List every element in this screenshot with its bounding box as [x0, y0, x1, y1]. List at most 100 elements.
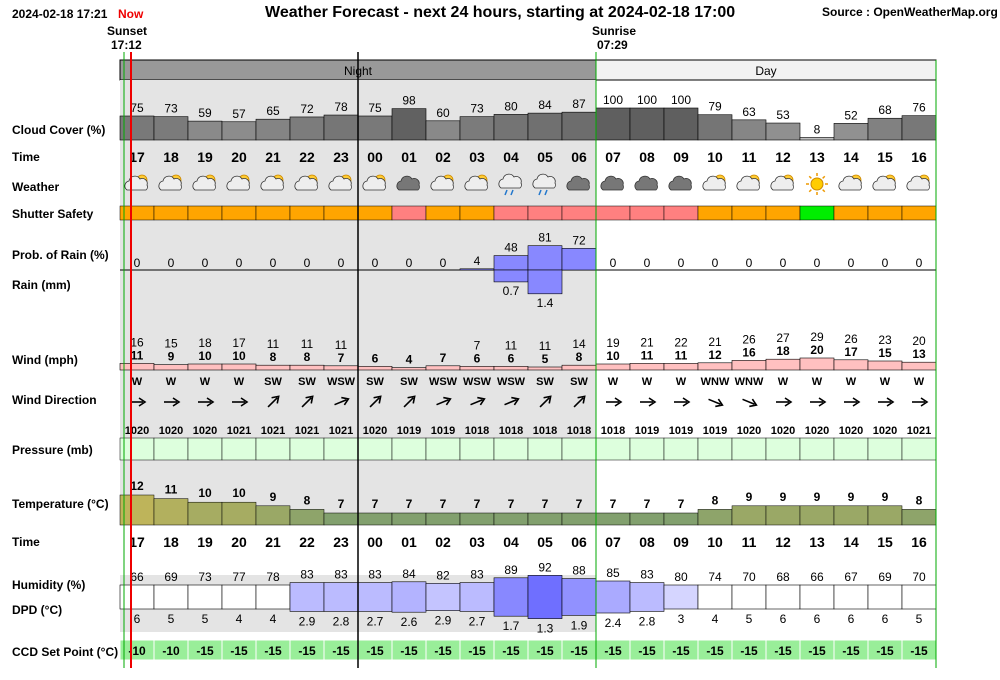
pressure-value: 1020: [737, 425, 761, 437]
sunrise-time: 07:29: [597, 38, 628, 52]
humidity-bar: [119, 584, 155, 610]
prob-rain-value: 0: [814, 256, 821, 270]
cloud-cover-label: Cloud Cover (%): [12, 123, 106, 137]
wind-dir-label: WSW: [327, 376, 356, 388]
wind-speed-value: 18: [776, 344, 790, 358]
temperature-bar: [187, 501, 223, 526]
cloud-bar: [391, 108, 427, 141]
hour-label-2: 18: [163, 534, 179, 550]
humidity-value: 70: [742, 570, 756, 584]
wind-gust-value: 18: [198, 336, 212, 350]
humidity-bar: [901, 584, 937, 610]
humidity-bar: [867, 584, 903, 610]
dpd-value: 1.7: [503, 619, 520, 633]
arrow-head: [443, 396, 452, 406]
cloud-shape: [634, 175, 658, 191]
wind-arrow-icon: [436, 396, 452, 406]
wind-direction-label: Wind Direction: [12, 393, 97, 407]
wind-gust-value: 29: [810, 330, 824, 344]
pressure-value: 1021: [261, 425, 285, 437]
temperature-bar: [527, 512, 563, 526]
hour-label-2: 22: [299, 534, 315, 550]
wind-arrow-icon: [369, 395, 382, 408]
ccd-value: -15: [672, 644, 690, 658]
humidity-value: 78: [266, 570, 280, 584]
pressure-cell: [119, 437, 155, 461]
humidity-bar: [833, 584, 869, 610]
humidity-bar: [663, 584, 699, 610]
wind-bar: [663, 363, 699, 371]
hour-label-2: 00: [367, 534, 383, 550]
pressure-cell: [629, 437, 665, 461]
hour-label: 19: [197, 149, 213, 165]
arrow-head: [305, 395, 314, 404]
temperature-bar: [833, 505, 869, 526]
humidity-value: 83: [640, 568, 654, 582]
arrow-head: [373, 395, 382, 404]
hour-label: 12: [775, 149, 791, 165]
prob-rain-value: 0: [746, 256, 753, 270]
pressure-cell: [765, 437, 801, 461]
dpd-value: 4: [236, 612, 243, 626]
hour-label-2: 15: [877, 534, 893, 550]
partly-cloudy-icon: [260, 175, 284, 191]
pressure-value: 1018: [533, 425, 557, 437]
hour-label: 09: [673, 149, 689, 165]
cloud-value: 80: [504, 99, 518, 113]
dpd-value: 6: [814, 612, 821, 626]
temperature-bar: [323, 512, 359, 526]
partly-cloudy-icon: [430, 175, 454, 191]
pressure-value: 1018: [601, 425, 625, 437]
wind-bar: [561, 364, 597, 371]
hour-label: 21: [265, 149, 281, 165]
wind-bar: [425, 365, 461, 371]
temperature-bar: [357, 512, 393, 526]
ccd-value: -15: [706, 644, 724, 658]
hour-label-2: 04: [503, 534, 519, 550]
wind-gust-value: 21: [640, 335, 654, 349]
cloud-value: 73: [164, 102, 178, 116]
pressure-cell: [391, 437, 427, 461]
pressure-cell: [357, 437, 393, 461]
temperature-value: 9: [848, 490, 855, 504]
sun-ray: [822, 175, 826, 179]
current-datetime: 2024-02-18 17:21: [12, 7, 108, 21]
wind-arrow-icon: [912, 397, 929, 407]
prob-rain-label: Prob. of Rain (%): [12, 248, 109, 262]
humidity-bar: [765, 584, 801, 610]
cloud-shape: [158, 175, 182, 191]
cloud-value: 79: [708, 100, 722, 114]
humidity-value: 70: [912, 570, 926, 584]
humidity-value: 92: [538, 560, 552, 574]
dpd-value: 2.7: [367, 614, 384, 628]
pressure-value: 1020: [125, 425, 149, 437]
source-link[interactable]: Source : OpenWeatherMap.org: [822, 5, 998, 19]
wind-speed-value: 11: [131, 348, 144, 362]
prob-rain-value: 0: [304, 256, 311, 270]
ccd-value: -15: [638, 644, 656, 658]
wind-arrow-icon: [844, 397, 861, 407]
wind-arrow-icon: [878, 397, 895, 407]
ccd-value: -15: [298, 644, 316, 658]
shutter-cell: [799, 205, 835, 221]
shutter-cell: [867, 205, 903, 221]
dpd-value: 5: [746, 612, 753, 626]
wind-bar: [765, 358, 801, 371]
cloud-shape: [464, 175, 488, 191]
temperature-bar: [731, 505, 767, 526]
humidity-bar: [595, 580, 631, 614]
wind-bar: [527, 366, 563, 371]
wind-gust-value: 23: [878, 333, 892, 347]
humidity-value: 84: [402, 567, 416, 581]
pressure-value: 1021: [227, 425, 251, 437]
prob-rain-bar: [459, 268, 495, 271]
pressure-value: 1018: [567, 425, 591, 437]
cloud-shape: [566, 175, 590, 191]
wind-dir-label: W: [166, 376, 177, 388]
arrow-head: [341, 396, 350, 406]
wind-gust-value: 14: [572, 337, 586, 351]
shutter-cell: [357, 205, 393, 221]
ccd-value: -15: [468, 644, 486, 658]
wind-dir-label: WSW: [429, 376, 458, 388]
ccd-value: -15: [808, 644, 826, 658]
